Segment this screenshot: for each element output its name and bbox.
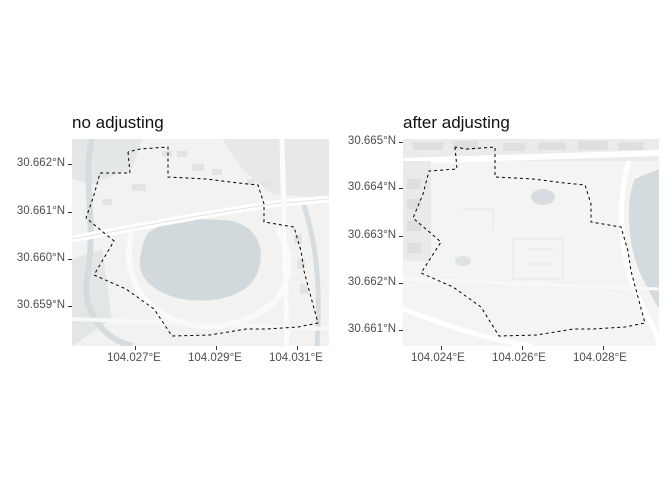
y-tick-label: 30.660°N bbox=[16, 252, 65, 264]
y-tick-label: 30.661°N bbox=[16, 205, 65, 217]
x-tick-mark bbox=[297, 346, 298, 350]
y-tick-label: 30.663°N bbox=[347, 229, 396, 241]
y-tick-mark bbox=[399, 188, 403, 189]
x-tick-mark bbox=[216, 346, 217, 350]
y-tick-mark bbox=[68, 164, 72, 165]
panel-title: after adjusting bbox=[403, 113, 510, 132]
y-tick-label: 30.662°N bbox=[347, 276, 396, 288]
x-tick-label: 104.028°E bbox=[573, 352, 627, 364]
y-tick-label: 30.664°N bbox=[347, 181, 396, 193]
y-tick-mark bbox=[68, 212, 72, 213]
x-tick-mark bbox=[441, 346, 442, 350]
x-tick-label: 104.027°E bbox=[107, 352, 161, 364]
y-tick-mark bbox=[399, 330, 403, 331]
y-tick-label: 30.661°N bbox=[347, 323, 396, 335]
x-tick-label: 104.031°E bbox=[269, 352, 323, 364]
basemap bbox=[403, 139, 659, 346]
x-tick-mark bbox=[603, 346, 604, 350]
x-tick-mark bbox=[522, 346, 523, 350]
y-tick-mark bbox=[399, 236, 403, 237]
boundary-outline bbox=[85, 146, 319, 337]
y-tick-mark bbox=[68, 259, 72, 260]
panel-title: no adjusting bbox=[72, 113, 164, 132]
x-tick-mark bbox=[135, 346, 136, 350]
y-tick-mark bbox=[399, 142, 403, 143]
y-tick-label: 30.659°N bbox=[16, 299, 65, 311]
basemap bbox=[72, 139, 329, 346]
y-tick-mark bbox=[68, 306, 72, 307]
y-tick-label: 30.662°N bbox=[16, 157, 65, 169]
y-tick-label: 30.665°N bbox=[347, 135, 396, 147]
x-tick-label: 104.024°E bbox=[411, 352, 465, 364]
y-tick-mark bbox=[399, 283, 403, 284]
x-tick-label: 104.029°E bbox=[188, 352, 242, 364]
x-tick-label: 104.026°E bbox=[492, 352, 546, 364]
